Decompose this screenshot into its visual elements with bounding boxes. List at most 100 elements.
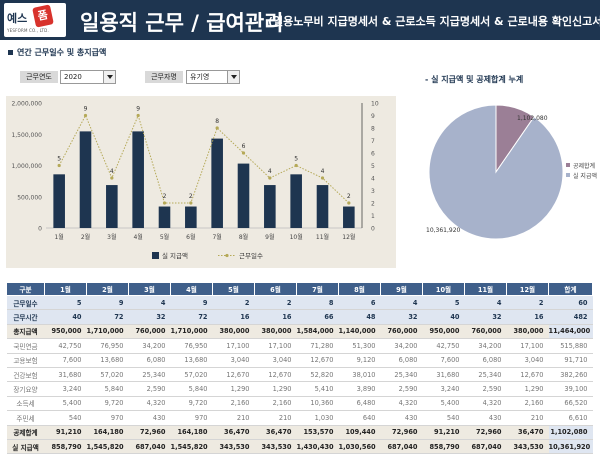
row-label: 실 지급액 [6, 439, 45, 455]
table-header-cell: 구분 [6, 282, 45, 296]
x-axis-tick-label: 4월 [133, 233, 142, 241]
total-cell: 1,102,080 [548, 424, 593, 440]
table-cell: 17,100 [254, 338, 297, 354]
table-cell: 1,430,430 [296, 439, 339, 455]
table-cell: 3,040 [506, 353, 549, 368]
table-cell: 1,584,000 [296, 324, 339, 340]
right-axis-tick-label: 6 [371, 151, 375, 158]
table-cell: 36,470 [254, 424, 297, 440]
legend-label-pay: 실 지급액 [162, 251, 188, 260]
x-axis-tick-label: 7월 [212, 233, 221, 241]
chevron-down-icon[interactable] [227, 71, 239, 83]
table-cell: 343,530 [506, 439, 549, 455]
table-header-cell: 8월 [338, 282, 381, 296]
table-row: 장기요양 3,240 5,840 2,590 5,840 1,290 1,290 5,410 3… [6, 381, 593, 397]
table-cell: 5,840 [170, 381, 213, 397]
table-cell: 71,280 [296, 338, 339, 354]
table-cell: 4,320 [464, 396, 507, 412]
point-workdays-1 [57, 163, 61, 168]
legend-label-workdays: 근무일수 [239, 251, 263, 260]
table-cell: 76,950 [170, 338, 213, 354]
table-cell: 343,530 [212, 439, 255, 455]
monthly-chart-panel: 0 500,000 1,000,000 1,500,000 2,000,000 0 1 2 3 4… [6, 96, 396, 268]
point-workdays-8 [241, 151, 246, 155]
pie-legend-swatch [566, 173, 570, 177]
table-cell: 5,410 [296, 381, 339, 397]
table-cell: 72,960 [380, 424, 423, 440]
table-cell: 25,340 [380, 367, 423, 383]
table-cell: 1,710,000 [86, 324, 129, 340]
x-axis-tick-label: 5월 [160, 233, 169, 241]
table-cell: 42,750 [422, 338, 465, 354]
x-axis-tick-label: 9월 [265, 233, 274, 241]
table-cell: 2,590 [464, 381, 507, 397]
table-cell: 13,680 [86, 353, 129, 368]
table-cell: 34,200 [128, 338, 171, 354]
table-cell: 760,000 [464, 324, 507, 340]
table-row: 실 지급액 858,790 1,545,820 687,040 1,545,820 343… [6, 439, 593, 455]
table-cell: 16 [212, 309, 255, 325]
legend-marker-workdays [225, 253, 229, 258]
row-label: 소득세 [6, 396, 45, 412]
table-cell: 210 [254, 410, 297, 426]
table-header-cell: 9월 [380, 282, 423, 296]
pie-label-net-pay: 10,361,920 [426, 227, 461, 234]
row-label: 국민연금 [6, 338, 45, 354]
table-cell: 8 [296, 295, 339, 311]
point-workdays-9 [268, 176, 272, 180]
table-cell: 6,080 [464, 353, 507, 368]
table-cell: 7,600 [422, 353, 465, 368]
table-cell: 34,200 [464, 338, 507, 354]
bar-pay-9 [264, 185, 276, 228]
table-cell: 72,960 [128, 424, 171, 440]
point-workdays-6 [189, 201, 193, 205]
left-axis-tick-label: 1,500,000 [11, 132, 42, 139]
table-cell: 72 [170, 309, 213, 325]
table-cell: 4 [380, 295, 423, 311]
table-cell: 57,020 [170, 367, 213, 383]
table-cell: 3,240 [422, 381, 465, 397]
point-workdays-10 [294, 163, 298, 168]
table-cell: 42,750 [44, 338, 87, 354]
table-cell: 2,160 [254, 396, 297, 412]
table-cell: 9 [170, 295, 213, 311]
table-row: 소득세 5,400 9,720 4,320 9,720 2,160 2,160 10,360 6… [6, 396, 593, 412]
x-axis-tick-label: 12월 [342, 233, 355, 241]
total-cell: 515,880 [548, 338, 593, 354]
row-label: 근무일수 [6, 295, 45, 311]
table-cell: 4,320 [128, 396, 171, 412]
table-cell: 16 [254, 309, 297, 325]
table-cell: 72,960 [464, 424, 507, 440]
chevron-down-icon[interactable] [103, 71, 115, 83]
table-row: 근무일수 5 9 4 9 2 2 8 6 4 5 4 2 60 [6, 295, 593, 311]
table-cell: 32 [464, 309, 507, 325]
worker-select[interactable]: 유기영 [186, 70, 240, 84]
app-header: 예스 폼 YESFORM CO., LTD. 일용직 근무 / 급여관리 (일용… [0, 0, 600, 40]
table-cell: 970 [86, 410, 129, 426]
table-cell: 9,120 [338, 353, 381, 368]
year-label: 근무연도 [20, 71, 58, 83]
table-cell: 40 [422, 309, 465, 325]
table-cell: 5,400 [422, 396, 465, 412]
worker-select-value: 유기영 [190, 73, 210, 81]
table-row: 총지급액 950,000 1,710,000 760,000 1,710,000 380,… [6, 324, 593, 340]
table-cell: 91,210 [422, 424, 465, 440]
table-cell: 5 [422, 295, 465, 311]
year-select[interactable]: 2020 [60, 70, 116, 84]
row-label: 근무시간 [6, 309, 45, 325]
row-label: 주민세 [6, 410, 45, 426]
table-cell: 540 [422, 410, 465, 426]
table-cell: 950,000 [422, 324, 465, 340]
table-cell: 1,290 [506, 381, 549, 397]
table-cell: 25,340 [128, 367, 171, 383]
table-header-cell: 11월 [464, 282, 507, 296]
data-label-workdays: 5 [57, 156, 61, 163]
table-row: 주민세 540 970 430 970 210 210 1,030 640 430 540 430 21… [6, 410, 593, 426]
company-logo[interactable]: 예스 폼 YESFORM CO., LTD. [4, 3, 66, 37]
table-cell: 343,530 [254, 439, 297, 455]
data-label-workdays: 4 [321, 168, 325, 175]
table-cell: 6 [338, 295, 381, 311]
bar-pay-4 [132, 131, 144, 228]
table-cell: 2 [212, 295, 255, 311]
table-cell: 38,010 [338, 367, 381, 383]
